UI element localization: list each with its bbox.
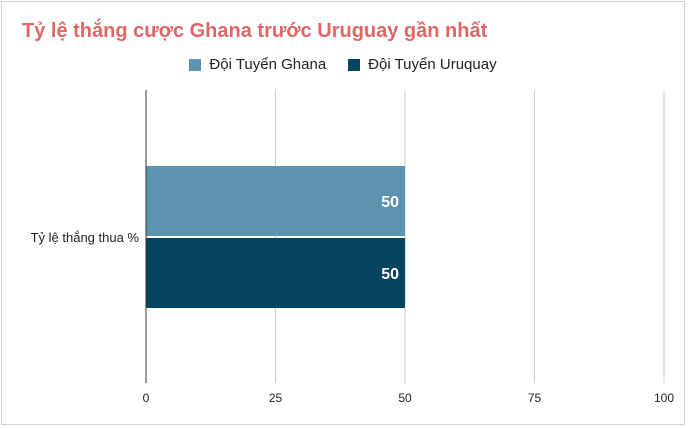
legend-swatch-uruguay xyxy=(348,58,361,71)
x-tick-label-50: 50 xyxy=(398,391,412,405)
chart-title: Tỷ lệ thắng cược Ghana trước Uruguay gần… xyxy=(22,20,488,42)
x-tick-label-100: 100 xyxy=(654,391,674,405)
legend-label-uruguay: Đội Tuyển Uruquay xyxy=(368,56,497,73)
bar-ghana[interactable] xyxy=(146,166,405,236)
gridlines xyxy=(275,90,665,383)
x-tick-labels: 0 25 50 75 100 xyxy=(143,391,675,405)
legend-item-ghana[interactable]: Đội Tuyển Ghana xyxy=(189,56,326,73)
bar-uruguay[interactable] xyxy=(146,238,405,308)
x-tick-label-0: 0 xyxy=(143,391,150,405)
legend: Đội Tuyển Ghana Đội Tuyển Uruquay xyxy=(0,56,686,73)
data-label-ghana: 50 xyxy=(381,194,399,211)
data-label-uruguay: 50 xyxy=(381,266,399,283)
legend-swatch-ghana xyxy=(189,58,202,71)
legend-label-ghana: Đội Tuyển Ghana xyxy=(209,56,327,73)
x-tick-label-75: 75 xyxy=(528,391,542,405)
category-label: Tỷ lệ thắng thua % xyxy=(31,230,140,245)
legend-item-uruguay[interactable]: Đội Tuyển Uruquay xyxy=(348,56,497,73)
x-tick-label-25: 25 xyxy=(269,391,283,405)
bars: 50 50 xyxy=(146,166,405,308)
